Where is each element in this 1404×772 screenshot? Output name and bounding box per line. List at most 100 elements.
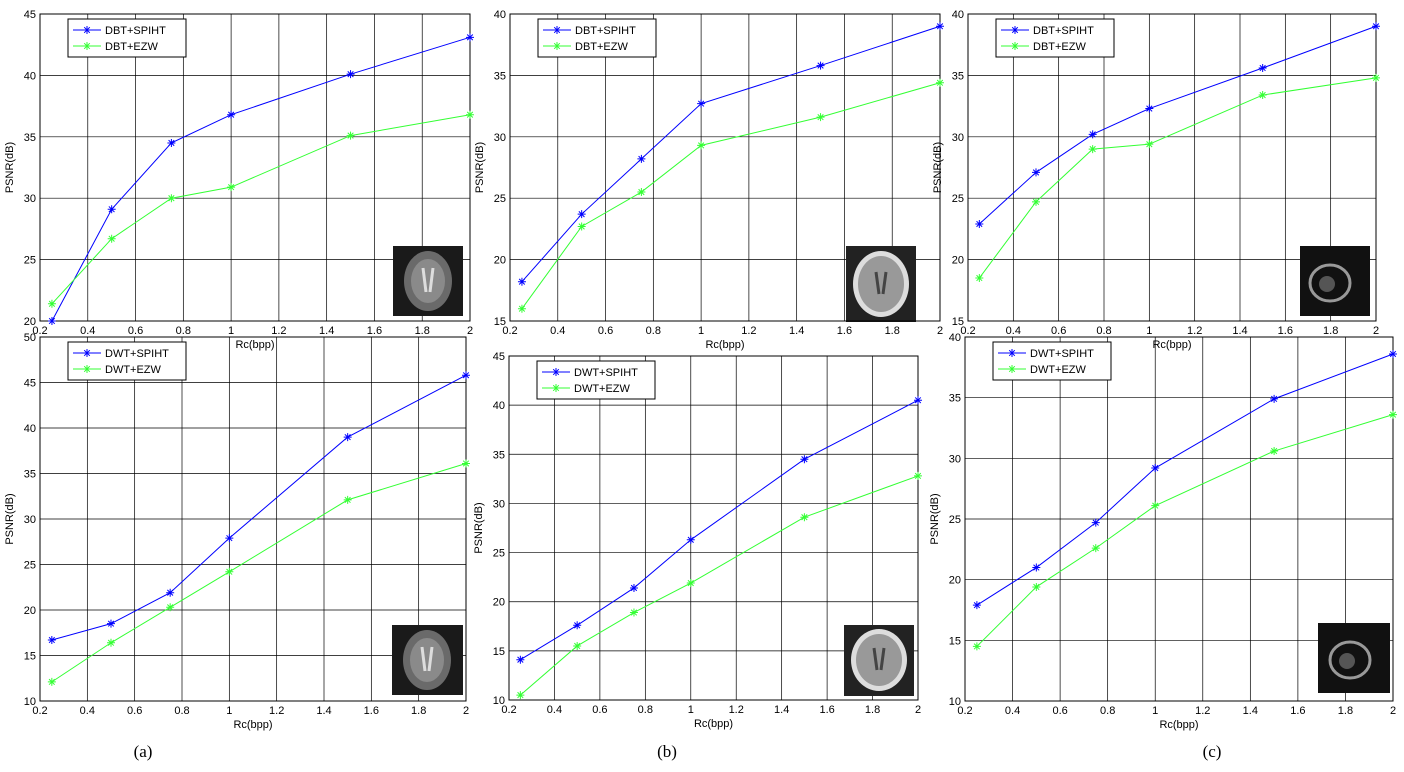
x-tick-label: 0.2: [32, 325, 47, 337]
x-tick-label: 0.2: [501, 704, 516, 716]
x-tick-label: 1: [698, 325, 704, 337]
marker: [47, 299, 56, 308]
marker: [914, 471, 922, 480]
brain-mri-inset: [392, 625, 463, 695]
marker: [975, 274, 984, 283]
legend-marker: [83, 26, 91, 34]
marker: [343, 495, 352, 504]
x-tick-label: 1.2: [741, 325, 756, 337]
x-tick-label: 2: [937, 325, 943, 337]
caption: (c): [1203, 742, 1222, 761]
series-line: [520, 475, 919, 696]
marker: [225, 567, 234, 576]
legend-box: [67, 18, 187, 58]
legend-label: DWT+SPIHT: [105, 348, 169, 360]
marker: [629, 583, 638, 592]
marker: [1372, 22, 1380, 31]
y-tick-label: 45: [24, 378, 36, 390]
marker: [577, 222, 586, 231]
x-tick-label: 1.6: [367, 325, 382, 337]
marker: [972, 642, 981, 651]
marker: [637, 154, 646, 163]
legend-marker: [553, 42, 561, 50]
inset-images: [392, 246, 1390, 696]
x-tick-label: 0.8: [638, 704, 653, 716]
marker: [936, 78, 944, 87]
marker: [573, 621, 582, 630]
legend-marker: [83, 349, 91, 357]
x-tick-label: 0.6: [592, 704, 607, 716]
marker: [227, 110, 236, 119]
y-tick-label: 25: [24, 560, 36, 572]
marker: [1032, 563, 1041, 572]
y-tick-label: 30: [952, 132, 964, 144]
series-line: [51, 36, 471, 322]
y-tick-label: 10: [949, 696, 961, 708]
y-axis-label: PSNR(dB): [4, 142, 16, 193]
y-tick-label: 15: [493, 646, 505, 658]
x-tick-label: 1.4: [316, 705, 331, 717]
y-tick-label: 20: [493, 597, 505, 609]
legend-label: DWT+SPIHT: [574, 367, 638, 379]
y-tick-label: 30: [494, 132, 506, 144]
y-axis-label: PSNR(dB): [474, 142, 486, 193]
y-tick-label: 35: [24, 469, 36, 481]
x-tick-label: 1.4: [1232, 325, 1247, 337]
legend-marker: [553, 26, 561, 34]
caption: (a): [134, 742, 153, 761]
marker: [466, 110, 474, 119]
marker: [346, 70, 355, 79]
marker: [697, 99, 706, 108]
x-tick-label: 1: [1152, 705, 1158, 717]
series-line: [51, 114, 471, 305]
marker: [517, 304, 526, 313]
legend-label: DBT+EZW: [1033, 41, 1086, 53]
x-tick-label: 1.6: [1278, 325, 1293, 337]
y-axis-label: PSNR(dB): [473, 502, 485, 553]
axes-box: [967, 13, 1377, 322]
marker: [225, 534, 234, 543]
axes-box: [39, 13, 471, 322]
x-tick-label: 0.8: [1096, 325, 1111, 337]
y-axis-label: PSNR(dB): [4, 493, 16, 544]
x-tick-label: 1.4: [789, 325, 804, 337]
x-tick-label: 1.6: [837, 325, 852, 337]
series-line: [521, 25, 941, 283]
x-tick-label: 0.4: [1005, 705, 1020, 717]
marker: [47, 636, 56, 645]
brain-ct-inset: [846, 246, 916, 322]
y-tick-label: 15: [949, 635, 961, 647]
x-tick-label: 1.2: [1187, 325, 1202, 337]
marker: [800, 513, 809, 522]
marker: [167, 138, 176, 147]
marker: [47, 677, 56, 686]
axes-box: [39, 336, 467, 702]
marker: [462, 371, 470, 380]
x-tick-label: 1.8: [1338, 705, 1353, 717]
marker: [1145, 140, 1154, 149]
x-tick-label: 1.4: [774, 704, 789, 716]
x-tick-label: 1: [228, 325, 234, 337]
marker: [516, 655, 525, 664]
legend-box: [67, 341, 187, 381]
x-tick-label: 0.8: [176, 325, 191, 337]
marker: [107, 205, 116, 214]
x-tick-label: 0.2: [960, 325, 975, 337]
y-tick-label: 35: [24, 132, 36, 144]
x-axis-label: Rc(bpp): [705, 339, 744, 351]
marker: [975, 219, 984, 228]
x-tick-label: 0.6: [128, 325, 143, 337]
legend-marker: [1008, 365, 1016, 373]
x-tick-label: 0.4: [1006, 325, 1021, 337]
x-tick-label: 0.4: [547, 704, 562, 716]
legend-marker: [83, 42, 91, 50]
x-axis-label: Rc(bpp): [235, 339, 274, 351]
x-tick-label: 0.8: [646, 325, 661, 337]
series-line: [978, 25, 1377, 225]
legend-label: DBT+SPIHT: [575, 25, 636, 37]
x-tick-label: 0.6: [598, 325, 613, 337]
legend-label: DWT+EZW: [105, 364, 162, 376]
marker: [577, 210, 586, 219]
x-tick-label: 2: [467, 325, 473, 337]
